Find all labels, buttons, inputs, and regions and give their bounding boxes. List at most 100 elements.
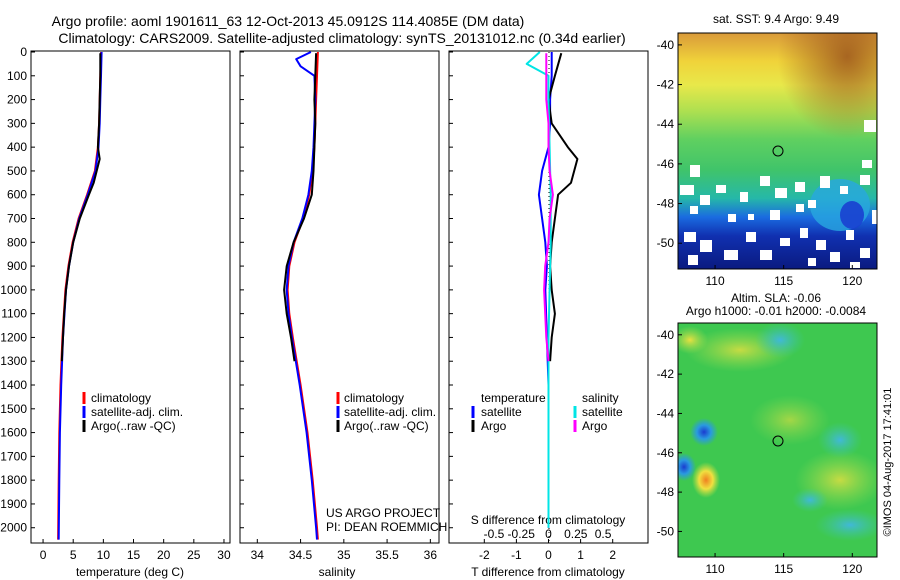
map-y-tick-label: -40 <box>657 328 675 342</box>
sla-argo-location-marker <box>772 435 784 447</box>
depth-tick-label: 200 <box>7 93 27 107</box>
sst-missing-data-cell <box>700 195 710 205</box>
sst-missing-data-cell <box>800 228 808 238</box>
x-tick-label: 35 <box>337 548 351 562</box>
temperature-series <box>57 51 103 540</box>
sst-missing-data-cell <box>688 255 698 265</box>
x-tick-label: 10 <box>97 548 111 562</box>
x-tick-label: 5 <box>70 548 77 562</box>
x-tick-label: -1 <box>511 548 522 562</box>
x-tick-label: 34.5 <box>289 548 313 562</box>
s-diff-tick-label: -0.25 <box>508 527 536 541</box>
sst-missing-data-cell <box>796 204 804 212</box>
sst-missing-data-cell <box>864 120 876 132</box>
s-diff-tick-label: 0.5 <box>595 527 612 541</box>
t-difference-x-axis: -2 -1 0 1 2 <box>479 539 616 562</box>
x-tick-label: 36 <box>424 548 438 562</box>
depth-tick-label: 1000 <box>0 283 27 297</box>
sst-missing-data-cell <box>860 248 870 258</box>
temperature-legend: climatology satellite-adj. clim. Argo(..… <box>82 391 183 433</box>
x-tick-label: 0 <box>545 548 552 562</box>
depth-tick-label: 0 <box>20 45 27 59</box>
series-line-climatology <box>57 51 102 540</box>
legend-argo: Argo(..raw -QC) <box>91 419 176 433</box>
depth-tick-label: 1500 <box>0 402 27 416</box>
depth-tick-label: 900 <box>7 259 27 273</box>
s-difference-axis: -0.5 -0.25 0 0.25 0.5 <box>484 527 612 541</box>
salinity-x-axis: 34 34.5 35 35.5 36 <box>251 539 438 562</box>
legend-argo: Argo(..raw -QC) <box>344 419 429 433</box>
map-x-tick-label: 115 <box>774 562 793 576</box>
sst-missing-data-cell <box>808 200 816 208</box>
sst-missing-data-cell <box>760 176 770 186</box>
sst-missing-data-cell <box>775 188 787 198</box>
sla-map-subtitle: Argo h1000: -0.01 h2000: -0.0084 <box>686 304 866 318</box>
legend-satellite: satellite-adj. clim. <box>91 405 183 419</box>
sst-missing-data-cell <box>690 206 698 214</box>
map-y-tick-label: -44 <box>657 406 675 420</box>
s-diff-tick-label: 0.25 <box>564 527 588 541</box>
temperature-axis-label: temperature (deg C) <box>76 565 184 579</box>
depth-tick-label: 1400 <box>0 378 27 392</box>
series-line-argo-raw-qc- <box>283 53 318 362</box>
x-tick-label: 30 <box>217 548 231 562</box>
x-tick-label: 25 <box>187 548 201 562</box>
depth-tick-label: 1200 <box>0 330 27 344</box>
depth-tick-label: 600 <box>7 188 27 202</box>
sla-cyan-patch <box>818 422 862 458</box>
difference-legend: temperature salinity satellite Argo sate… <box>471 391 623 433</box>
depth-tick-label: 800 <box>7 235 27 249</box>
sst-argo-location-marker <box>772 145 784 157</box>
map-x-tick-label: 120 <box>842 274 862 288</box>
map-y-tick-label: -42 <box>657 367 675 381</box>
sla-low-anomaly <box>678 453 696 481</box>
depth-tick-label: 1600 <box>0 426 27 440</box>
sst-missing-data-cell <box>748 214 754 220</box>
sla-map-frame <box>677 322 878 558</box>
sst-missing-data-cell <box>862 160 872 168</box>
sla-map-title: Altim. SLA: -0.06 <box>731 291 821 305</box>
sst-missing-data-cell <box>760 250 772 260</box>
map-y-tick-label: -40 <box>657 38 675 52</box>
series-line-satellite-adj-clim- <box>285 51 318 540</box>
x-tick-label: 15 <box>127 548 141 562</box>
legend-title-salinity: salinity <box>582 391 619 405</box>
sst-missing-data-cell <box>808 258 816 266</box>
sst-missing-data-cell <box>830 252 840 262</box>
imos-timestamp: ©IMOS 04-Aug-2017 17:41:01 <box>882 388 894 537</box>
map-x-tick-label: 110 <box>705 562 724 576</box>
sst-map <box>678 33 877 269</box>
header-line1: Argo profile: aoml 1901611_63 12-Oct-201… <box>52 13 525 29</box>
x-tick-label: 0 <box>40 548 47 562</box>
sst-missing-data-cell <box>746 232 756 242</box>
depth-tick-label: 1900 <box>0 497 27 511</box>
sst-blue-eddy <box>840 201 864 229</box>
legend-t-satellite: satellite <box>481 405 522 419</box>
depth-tick-label: 700 <box>7 212 27 226</box>
map-y-tick-label: -50 <box>657 236 675 250</box>
salinity-legend: climatology satellite-adj. clim. Argo(..… <box>336 391 436 433</box>
x-tick-label: 35.5 <box>375 548 399 562</box>
sst-missing-data-cell <box>740 192 748 202</box>
sla-map-axes: 110 115 120 -40 -42 -44 -46 -48 -50 <box>657 328 863 576</box>
legend-satellite: satellite-adj. clim. <box>344 405 436 419</box>
header-line2: Climatology: CARS2009. Satellite-adjuste… <box>58 30 625 46</box>
sst-missing-data-cell <box>872 210 877 224</box>
series-line-satellite <box>525 51 552 528</box>
sla-yellow-patch <box>678 326 708 354</box>
depth-tick-label: 1300 <box>0 354 27 368</box>
salinity-panel-frame <box>239 50 440 544</box>
depth-tick-label: 1100 <box>1 307 27 321</box>
sla-high-anomaly <box>692 462 720 498</box>
s-diff-tick-label: 0 <box>545 527 552 541</box>
sla-map <box>678 323 877 557</box>
map-y-tick-label: -48 <box>657 197 675 211</box>
depth-tick-label: 300 <box>7 116 27 130</box>
sst-missing-data-cell <box>680 185 694 195</box>
sla-low-anomaly <box>690 418 718 446</box>
sst-missing-data-cell <box>860 175 870 185</box>
credit-line2: PI: DEAN ROEMMICH <box>326 520 447 534</box>
series-line-argo <box>547 52 579 362</box>
s-diff-tick-label: -0.5 <box>484 527 505 541</box>
difference-series <box>525 51 579 528</box>
